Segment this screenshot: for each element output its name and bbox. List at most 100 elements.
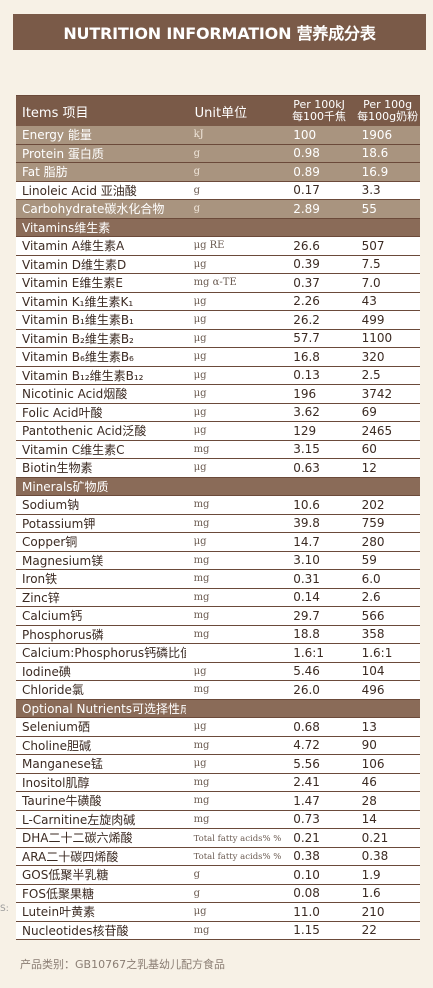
row-item-name: Optional Nutrients可选择性成分 [22,701,186,716]
row-per100g-value: 3.3 [361,183,381,198]
row-item-name: Fat 脂肪 [22,165,68,180]
row-per100g-value: 0.38 [361,849,389,864]
row-per100kj-value: 0.37 [293,275,320,290]
row-per100kj-value: 0.89 [293,164,320,179]
row-per100g-value: 2.6 [361,590,381,605]
row-per100g-value: 2465 [361,423,393,438]
row-unit: μg [193,462,207,474]
table-row: Choline胆碱 mg 4.72 90 [16,736,420,755]
row-unit: μg [193,425,207,437]
row-per100kj-value: 39.8 [293,516,320,531]
table-row: Calcium:Phosphorus钙磷比值 1.6:1 1.6:1 [16,644,420,663]
row-item-name: Vitamin C维生素C [22,442,125,457]
table-row: Vitamin D维生素D μg 0.39 7.5 [16,255,420,274]
row-unit: μg [193,332,207,344]
table-row: Nucleotides核苷酸 mg 1.15 22 [16,921,420,940]
row-item-name: Vitamin K₁维生素K₁ [22,294,134,309]
table-row: Linoleic Acid 亚油酸 g 0.17 3.3 [16,181,420,200]
table-row: Inositol肌醇 mg 2.41 46 [16,773,420,792]
row-item-name: Inositol肌醇 [22,775,90,790]
table-row: Lutein叶黄素 μg 11.0 210 [16,903,420,922]
table-row: Iodine碘 μg 5.46 104 [16,662,420,681]
table-row: Manganese锰 μg 5.56 106 [16,755,420,774]
row-unit: μg [193,388,207,400]
row-unit: mg [193,554,210,566]
row-item-name: FOS低聚果糖 [22,886,94,901]
row-item-name: Taurine牛磺酸 [22,794,102,809]
table-row: Energy 能量 kJ 100 1906 [16,126,420,145]
row-per100g-value: 759 [361,516,385,531]
row-per100g-value: 202 [361,497,385,512]
row-per100kj-value: 26.2 [293,312,320,327]
row-per100kj-value: 0.68 [293,719,320,734]
row-item-name: Calcium钙 [22,609,83,624]
row-per100kj-value: 0.08 [293,886,320,901]
row-item-name: Pantothenic Acid泛酸 [22,424,147,439]
row-per100g-value: 0.21 [361,830,389,845]
row-item-name: Vitamin A维生素A [22,239,125,254]
row-per100g-value: 22 [361,923,377,938]
row-per100kj-value: 129 [293,423,317,438]
row-item-name: DHA二十二碳六烯酸 [22,831,133,846]
row-unit: mg [193,591,210,603]
row-unit: mg [193,628,210,640]
row-unit: μg [193,665,207,677]
row-per100kj-value: 100 [293,127,317,142]
row-per100kj-value: 2.41 [293,775,320,790]
row-per100g-value: 55 [361,201,377,216]
row-unit: g [193,166,200,178]
row-per100kj-value: 0.21 [293,830,320,845]
row-unit: μg [193,258,207,270]
row-per100g-value: 1.6:1 [361,645,393,660]
table-row: Sodium钠 mg 10.6 202 [16,496,420,515]
col-unit-header: Unit单位 [194,105,248,121]
table-row: Chloride氯 mg 26.0 496 [16,681,420,700]
row-unit: Total fatty acids% %总脂肪酸 [193,852,282,863]
row-unit: mg [193,499,210,511]
row-unit: mg [193,610,210,622]
table-row: Potassium钾 mg 39.8 759 [16,514,420,533]
row-per100kj-value: 5.46 [293,664,320,679]
row-unit: mg [193,924,210,936]
row-item-name: Protein 蛋白质 [22,146,104,161]
row-per100g-value: 6.0 [361,571,381,586]
row-item-name: Selenium硒 [22,720,90,735]
row-per100kj-value: 0.98 [293,146,320,161]
row-per100kj-value: 3.15 [293,442,320,457]
row-item-name: Calcium:Phosphorus钙磷比值 [22,646,186,661]
row-unit: μg [193,351,207,363]
row-per100kj-value: 1.47 [293,793,320,808]
row-item-name: Folic Acid叶酸 [22,405,103,420]
table-row: FOS低聚果糖 g 0.08 1.6 [16,884,420,903]
row-per100g-value: 1906 [361,127,393,142]
row-per100g-value: 499 [361,312,385,327]
row-item-name: Zinc锌 [22,590,60,605]
row-per100g-value: 69 [361,405,377,420]
row-unit: μg [193,536,207,548]
row-item-name: Chloride氯 [22,683,84,698]
row-per100g-value: 14 [361,812,377,827]
row-per100g-value: 358 [361,627,385,642]
table-row: Vitamin K₁维生素K₁ μg 2.26 43 [16,292,420,311]
row-per100g-value: 1100 [361,331,393,346]
row-per100g-value: 46 [361,775,377,790]
row-per100g-value: 7.5 [361,257,381,272]
row-per100kj-value: 14.7 [293,534,320,549]
row-unit: g [193,869,200,881]
table-row: Vitamin B₁₂维生素B₁₂ μg 0.13 2.5 [16,366,420,385]
row-per100g-value: 28 [361,793,377,808]
row-per100kj-value: 26.6 [293,238,320,253]
row-item-name: Nucleotides核苷酸 [22,923,129,938]
side-mark: S: [0,904,9,914]
row-item-name: Vitamin D维生素D [22,257,127,272]
row-per100kj-value: 0.13 [293,368,320,383]
row-per100kj-value: 10.6 [293,497,320,512]
row-unit: μg [193,721,207,733]
table-body: Energy 能量 kJ 100 1906 Protein 蛋白质 g 0.98 18.6 Fa… [16,126,420,940]
row-unit: μg [193,406,207,418]
row-per100g-value: 13 [361,719,377,734]
row-per100g-value: 210 [361,904,385,919]
row-unit: mg [193,739,210,751]
row-per100kj-value: 0.10 [293,867,320,882]
table-row: Iron铁 mg 0.31 6.0 [16,570,420,589]
